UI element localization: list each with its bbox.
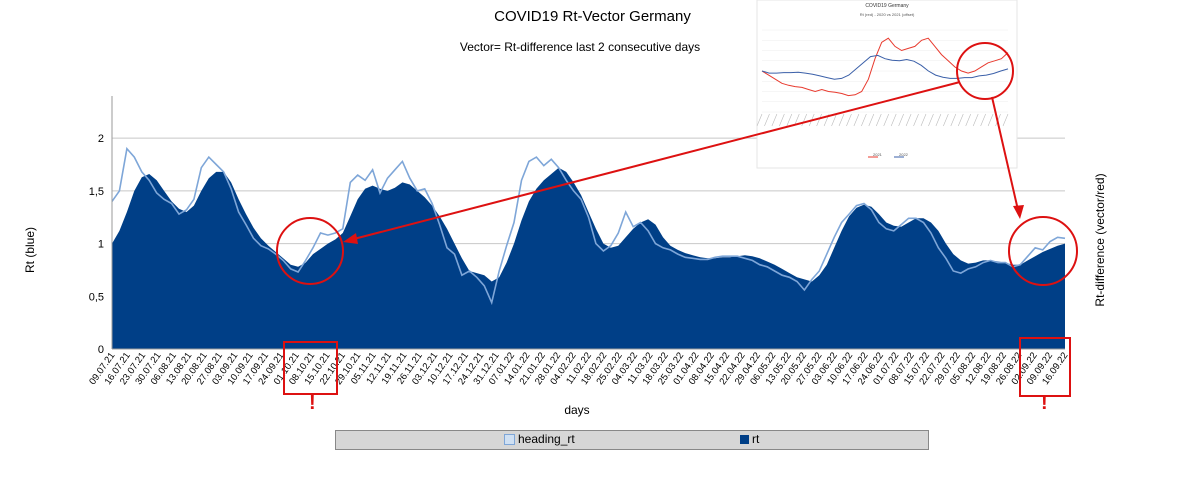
y-tick-label: 0,5 <box>89 291 104 303</box>
annotation-circle-oct21 <box>276 217 344 285</box>
inset-tick-label <box>928 113 934 127</box>
legend-swatch-heading-rt <box>504 433 515 445</box>
inset-tick-label <box>875 113 882 127</box>
inset-tick-label <box>786 113 793 127</box>
inset-tick-label <box>831 113 837 127</box>
inset-chart: COVID19 Germany Rt (red) - 2020 vs 2021 … <box>757 0 1017 168</box>
x-axis-label: days <box>564 403 590 417</box>
annotation-arrowhead-right <box>1013 205 1024 219</box>
y-tick-label: 0 <box>98 344 104 356</box>
inset-background <box>756 0 1018 169</box>
inset-blue-line <box>761 54 1009 80</box>
inset-tick-label <box>913 113 919 127</box>
annotation-circle-sep22 <box>1008 216 1078 286</box>
inset-tick-label <box>853 113 860 127</box>
inset-tick-label <box>905 113 912 127</box>
inset-tick-label <box>1002 113 1009 127</box>
inset-tick-label <box>764 113 770 127</box>
inset-tick-label <box>957 113 964 127</box>
inset-tick-label <box>965 113 972 127</box>
legend-label-heading-rt: heading_rt <box>518 432 575 446</box>
legend-item-rt: rt <box>740 432 759 446</box>
inset-tick-label <box>779 113 785 127</box>
inset-legend-2022: 2022 <box>899 152 908 157</box>
legend-item-heading-rt: heading_rt <box>504 432 575 446</box>
inset-tick-label <box>972 113 979 127</box>
inset-tick-label <box>861 113 867 127</box>
series-heading-rt-line <box>111 146 1066 306</box>
annotation-circle-inset <box>956 42 1014 100</box>
inset-tick-label <box>950 113 957 127</box>
exclamation-mark-left: ! <box>309 392 316 414</box>
inset-tick-label <box>920 113 927 127</box>
inset-tick-label <box>980 113 986 127</box>
legend-swatch-rt <box>740 434 749 444</box>
series-rt-area <box>112 167 1065 349</box>
chart-subtitle: Vector= Rt-difference last 2 consecutive… <box>459 40 701 54</box>
legend-label-rt: rt <box>752 432 760 446</box>
y-tick-label: 1,5 <box>89 186 104 198</box>
inset-tick-label <box>868 113 875 127</box>
inset-tick-label <box>883 113 890 127</box>
annotation-box-sep22 <box>1019 337 1071 397</box>
y-tick-label: 2 <box>98 133 104 145</box>
inset-tick-label <box>816 113 822 127</box>
inset-tick-label <box>935 113 942 127</box>
inset-tick-label <box>890 113 897 127</box>
chart-legend: heading_rt rt <box>335 430 929 450</box>
inset-tick-label <box>846 113 852 127</box>
inset-tick-label <box>756 113 763 127</box>
inset-legend-2021: 2021 <box>873 152 882 157</box>
inset-tick-label <box>987 113 994 127</box>
annotation-box-oct21 <box>283 341 338 395</box>
inset-tick-label <box>801 113 808 127</box>
y-tick-label: 1 <box>98 239 104 251</box>
inset-tick-label <box>771 113 778 127</box>
inset-tick-label <box>838 113 845 127</box>
inset-tick-label <box>898 113 904 127</box>
exclamation-mark-right: ! <box>1041 392 1048 414</box>
chart-title: COVID19 Rt-Vector Germany <box>494 8 691 25</box>
inset-title: COVID19 Germany <box>865 3 909 9</box>
annotation-arrow-line-right <box>991 96 1019 211</box>
inset-red-line <box>761 37 1009 97</box>
annotation-arrowhead-left <box>343 233 358 244</box>
inset-subtitle: Rt (red) - 2020 vs 2021 (offset) <box>859 12 915 17</box>
annotation-arrow-line-left <box>349 81 961 241</box>
inset-tick-label <box>943 113 949 127</box>
